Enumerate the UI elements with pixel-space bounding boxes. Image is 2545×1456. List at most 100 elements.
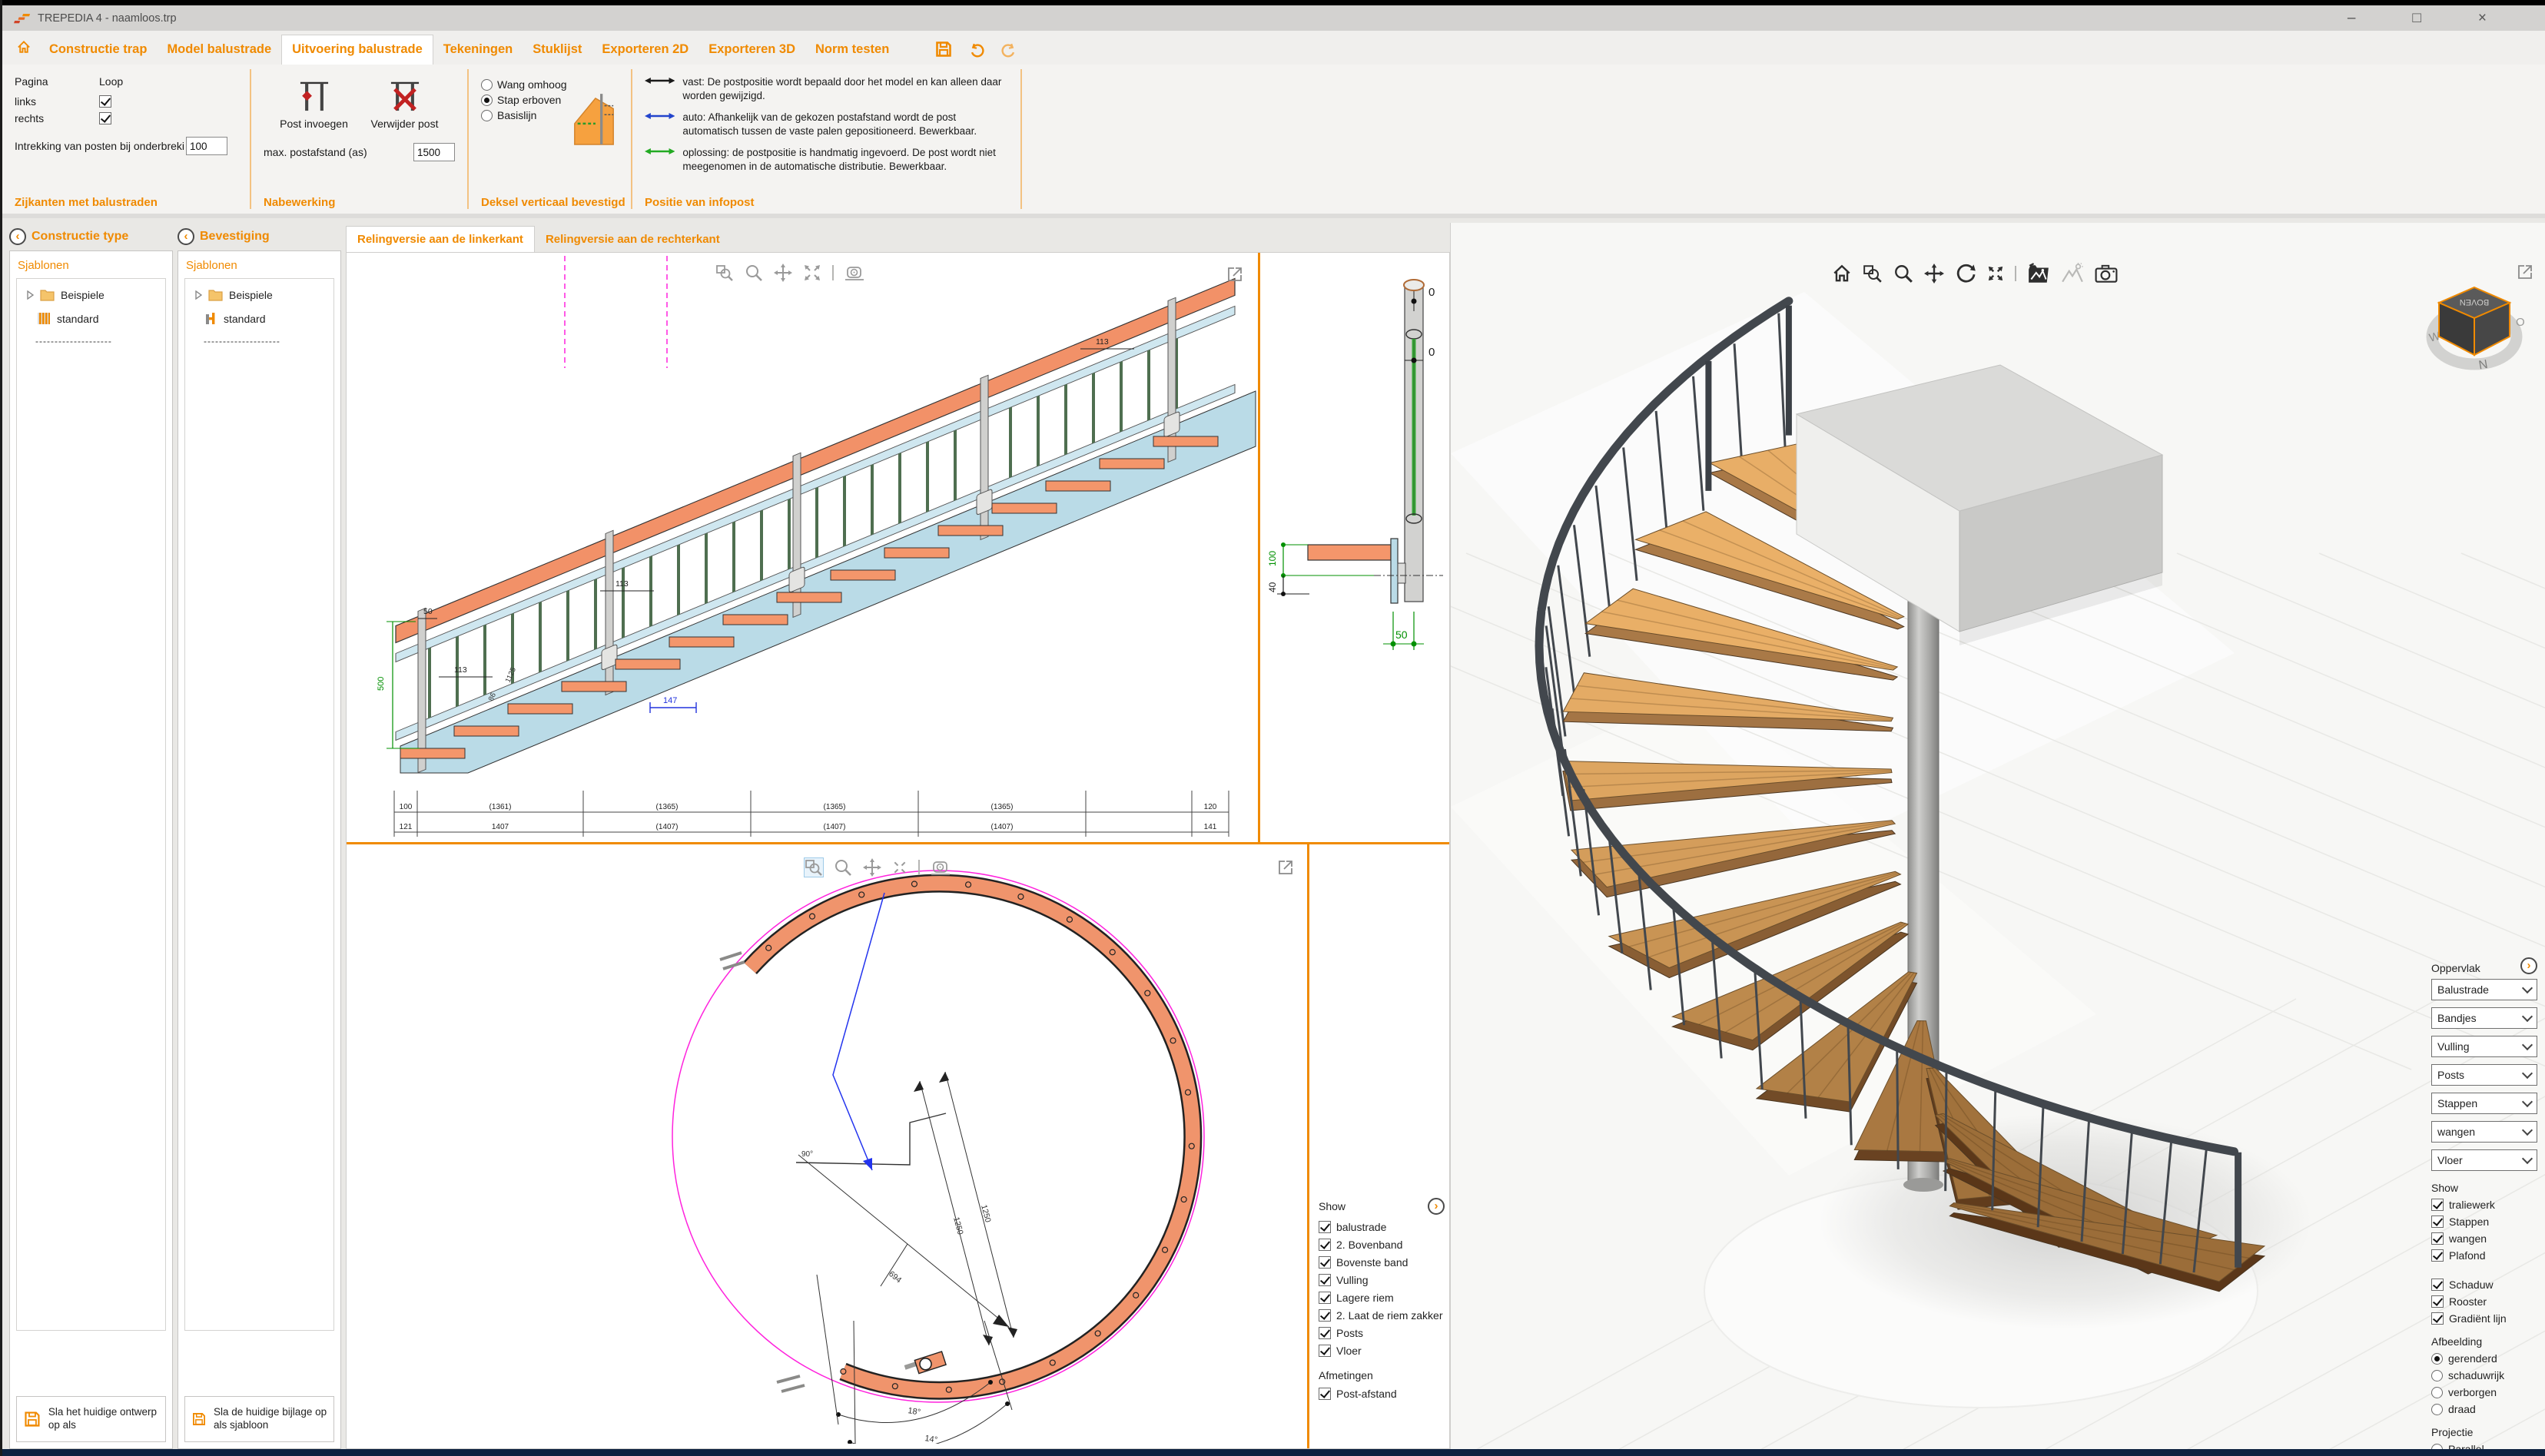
save-icon[interactable] [934, 40, 953, 58]
zoom-window-icon[interactable] [1863, 264, 1883, 284]
expand-panel-icon[interactable]: › [2520, 957, 2537, 974]
measure-tape-icon[interactable] [844, 264, 864, 282]
measure-tape-icon[interactable] [931, 858, 951, 877]
load-background-icon[interactable] [2027, 263, 2050, 284]
tree-item-standard[interactable]: standard [205, 312, 329, 325]
navigation-cube[interactable]: W N O BOVEN [2425, 278, 2527, 372]
stap-erboven-radio[interactable] [481, 94, 493, 106]
tab-norm-testen[interactable]: Norm testen [815, 42, 890, 56]
background-image-icon[interactable] [2061, 263, 2084, 284]
save-attachment-button[interactable]: Sla de huidige bijlage op als sjabloon [184, 1396, 334, 1442]
titlebar: TREPEDIA 4 - naamloos.trp – □ × [2, 0, 2545, 31]
stappen-checkbox[interactable] [2431, 1216, 2444, 1228]
verborgen-radio[interactable] [2431, 1386, 2443, 1398]
screenshot-icon[interactable] [2095, 264, 2118, 284]
template-tree[interactable]: Beispiele standard -------------------- [16, 278, 166, 1331]
parallel-radio[interactable] [2431, 1443, 2443, 1449]
zoom-fit-icon[interactable] [892, 860, 908, 875]
tab-model-balustrade[interactable]: Model balustrade [167, 42, 272, 56]
pan-icon[interactable] [863, 858, 881, 877]
post-detail-view[interactable]: 0 0 100 [1260, 253, 1449, 842]
tree-item-standard[interactable]: standard [37, 312, 161, 325]
home-view-icon[interactable] [1832, 264, 1852, 284]
post-invoegen-button[interactable]: Post invoegen [279, 77, 350, 131]
posts-checkbox[interactable] [1319, 1327, 1331, 1339]
dim-100: 100 [1267, 551, 1278, 566]
tree-item-beispiele[interactable]: Beispiele [194, 288, 329, 301]
verwijder-post-button[interactable]: Verwijder post [370, 77, 440, 131]
pan-icon[interactable] [774, 264, 792, 282]
rechts-checkbox[interactable] [99, 112, 111, 124]
basislijn-radio[interactable] [481, 109, 493, 121]
schaduwrijk-radio[interactable] [2431, 1369, 2443, 1381]
balustrade-checkbox[interactable] [1319, 1221, 1331, 1233]
links-checkbox[interactable] [99, 95, 111, 108]
riemzakken-checkbox[interactable] [1319, 1309, 1331, 1322]
expander-icon[interactable] [194, 290, 202, 300]
zoom-window-icon[interactable] [804, 857, 824, 877]
zoom-icon[interactable] [745, 264, 763, 282]
expand-right-icon[interactable]: › [1428, 1198, 1445, 1215]
select-wangen[interactable]: wangen [2431, 1121, 2537, 1143]
select-bandjes[interactable]: Bandjes [2431, 1007, 2537, 1029]
tab-stuklijst[interactable]: Stuklijst [533, 42, 582, 56]
view3d[interactable]: W N O BOVEN › Oppervlak Balustrade Bandj… [1450, 223, 2545, 1449]
expander-icon[interactable] [26, 290, 34, 300]
undo-icon[interactable] [968, 41, 985, 58]
vloer-checkbox[interactable] [1319, 1345, 1331, 1357]
postafstand-checkbox[interactable] [1319, 1388, 1331, 1400]
gradient-lijn-checkbox[interactable] [2431, 1312, 2444, 1325]
schaduw-checkbox[interactable] [2431, 1279, 2444, 1291]
bovenband2-checkbox[interactable] [1319, 1239, 1331, 1251]
rooster-checkbox[interactable] [2431, 1295, 2444, 1308]
tab-uitvoering-balustrade[interactable]: Uitvoering balustrade [281, 35, 433, 65]
tab-reling-rechts[interactable]: Relingversie aan de rechterkant [545, 233, 720, 246]
collapse-left-icon[interactable]: ‹ [9, 228, 26, 245]
select-vloer[interactable]: Vloer [2431, 1149, 2537, 1171]
cube-body[interactable] [2437, 286, 2512, 357]
zoom-window-icon[interactable] [715, 264, 734, 282]
lagereriem-checkbox[interactable] [1319, 1292, 1331, 1304]
plafond-checkbox[interactable] [2431, 1249, 2444, 1262]
zoom-icon[interactable] [834, 858, 852, 877]
maximize-button[interactable]: □ [2412, 9, 2421, 26]
ribbon-group-nabewerking: Post invoegen Verwijder post max. postaf… [251, 65, 467, 214]
ribbon-separator [250, 69, 251, 209]
template-tree[interactable]: Beispiele standard -------------------- [184, 278, 334, 1331]
select-posts[interactable]: Posts [2431, 1064, 2537, 1086]
select-stappen[interactable]: Stappen [2431, 1093, 2537, 1114]
minimize-button[interactable]: – [2347, 9, 2356, 26]
select-balustrade[interactable]: Balustrade [2431, 979, 2537, 1000]
elevation-view[interactable]: 500 50 113 113 113 1125 86 [347, 253, 1260, 842]
vulling-checkbox[interactable] [1319, 1274, 1331, 1286]
plan-view[interactable]: 90° 694 1250 1250 [347, 844, 1309, 1451]
collapse-left-icon[interactable]: ‹ [178, 228, 194, 245]
wangen-checkbox[interactable] [2431, 1232, 2444, 1245]
home-tab[interactable] [8, 35, 39, 65]
tab-reling-links[interactable]: Relingversie aan de linkerkant [346, 226, 535, 252]
detach-view-icon[interactable] [1276, 858, 1295, 881]
detach-view-icon[interactable] [1226, 265, 1244, 287]
zoom-fit-icon[interactable] [1987, 265, 2004, 282]
zoom-icon[interactable] [1893, 264, 1913, 284]
pan-icon[interactable] [1924, 264, 1944, 284]
tab-constructie-trap[interactable]: Constructie trap [49, 42, 148, 56]
wang-omhoog-radio[interactable] [481, 78, 493, 91]
rotate-icon[interactable] [1955, 263, 1976, 284]
close-button[interactable]: × [2477, 9, 2487, 26]
tab-tekeningen[interactable]: Tekeningen [443, 42, 513, 56]
tree-item-beispiele[interactable]: Beispiele [26, 288, 161, 301]
postafstand-input[interactable]: 1500 [413, 143, 455, 162]
intrekking-input[interactable]: 100 [186, 137, 228, 155]
zoom-fit-icon[interactable] [803, 264, 821, 282]
tab-exporteren-2d[interactable]: Exporteren 2D [602, 42, 689, 56]
traliewerk-checkbox[interactable] [2431, 1199, 2444, 1211]
redo-icon[interactable] [1000, 41, 1017, 58]
gerenderd-radio[interactable] [2431, 1352, 2443, 1365]
save-design-button[interactable]: Sla het huidige ontwerp op als [16, 1396, 166, 1442]
detach-view-icon[interactable] [2516, 263, 2534, 285]
tab-exporteren-3d[interactable]: Exporteren 3D [708, 42, 796, 56]
bovensteband-checkbox[interactable] [1319, 1256, 1331, 1269]
draad-radio[interactable] [2431, 1403, 2443, 1415]
select-vulling[interactable]: Vulling [2431, 1036, 2537, 1057]
